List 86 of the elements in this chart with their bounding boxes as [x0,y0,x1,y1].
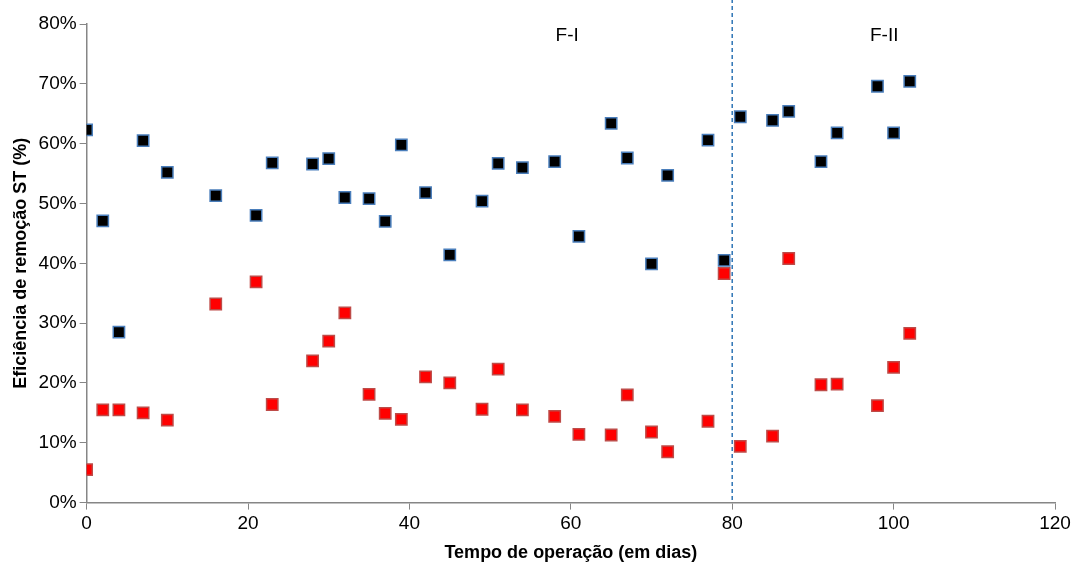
point [645,257,658,271]
point [701,414,715,428]
point [620,388,634,402]
point [209,297,223,311]
point [814,378,828,392]
point [515,161,529,174]
point [394,413,408,426]
point [661,168,675,182]
point [717,267,731,280]
point [419,186,432,200]
point [306,354,319,368]
point [515,403,529,417]
point [766,113,779,127]
point [604,428,618,442]
point [112,403,126,417]
x-tick-label: 20 [237,512,259,534]
point [733,439,747,453]
y-tick-label: 30% [38,311,77,333]
point [903,326,917,340]
x-tick-label: 80 [721,512,743,534]
point [830,377,844,391]
x-tick-label: 100 [877,512,910,534]
point [96,403,110,417]
point [491,362,505,376]
point [322,334,336,348]
point [645,425,658,439]
point [443,376,457,390]
point [443,248,457,262]
point [814,155,828,168]
point [871,399,884,413]
point [362,192,376,206]
point [265,398,279,411]
point [604,116,618,130]
point [136,406,150,420]
point [491,156,505,170]
point [306,157,319,171]
point [136,134,150,148]
point [209,189,223,203]
point [887,360,901,374]
point [830,126,844,140]
x-tick-label: 120 [1039,512,1071,534]
y-tick-label: 70% [38,72,77,94]
point [112,325,126,339]
point [903,75,917,88]
point [249,275,263,289]
point [362,387,376,401]
y-tick-label: 40% [38,251,77,273]
y-tick-label: 20% [38,371,77,393]
point [620,151,634,165]
x-axis-title: Tempo de operação (em dias) [444,542,698,563]
point [475,402,489,416]
point [394,138,408,152]
point [378,407,392,420]
point [661,445,675,459]
point [419,370,432,384]
point [265,156,279,170]
point [160,413,174,427]
y-tick-label: 60% [38,131,77,153]
annotation: F-I [555,24,579,46]
point [887,126,901,140]
point [871,79,884,93]
y-tick-label: 50% [38,191,77,213]
point [249,209,263,222]
point [378,215,392,228]
point [782,104,796,118]
x-tick-label: 40 [398,512,420,534]
y-tick-label: 0% [49,490,77,512]
x-tick-label: 60 [560,512,582,534]
point [572,229,586,243]
point [322,152,336,166]
point [96,214,110,228]
point [572,427,586,441]
y-tick-label: 80% [38,12,77,34]
point [782,252,796,265]
point [338,306,352,320]
x-tick-label: 0 [81,512,92,534]
point [733,110,747,124]
point [548,410,562,423]
point [160,165,174,179]
point [717,253,731,267]
point [766,429,779,443]
point [338,191,352,204]
y-axis-title: Eficiência de remoção ST (%) [9,137,30,389]
y-tick-label: 10% [38,431,77,453]
annotation: F-II [869,24,899,46]
point [548,155,562,168]
